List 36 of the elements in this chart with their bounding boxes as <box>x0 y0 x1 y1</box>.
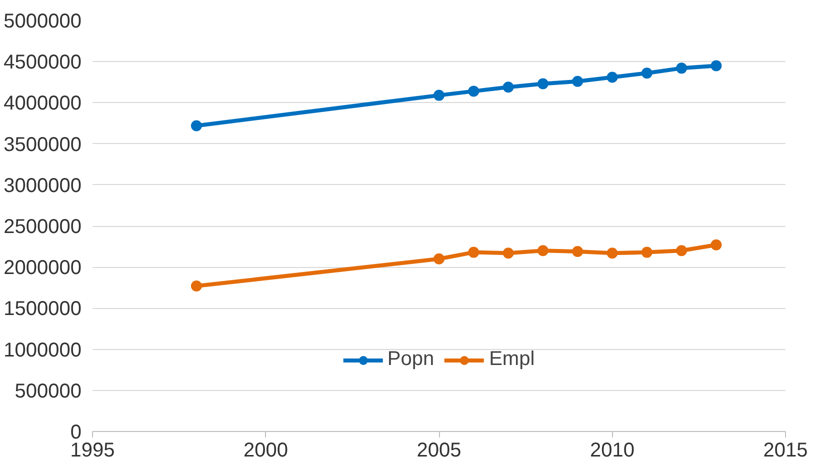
point <box>606 72 618 83</box>
legend-label: Empl <box>489 348 535 371</box>
x-tick-label: 2010 <box>590 440 635 462</box>
y-tick-label: 5000000 <box>4 10 82 32</box>
point <box>676 62 688 74</box>
point <box>641 68 652 79</box>
y-tick-label: 1500000 <box>4 298 82 320</box>
point <box>434 253 444 264</box>
point <box>190 120 202 132</box>
point <box>572 246 584 257</box>
y-tick-label: 1000000 <box>4 339 82 362</box>
y-tick-label: 2500000 <box>4 216 82 238</box>
point <box>502 82 514 93</box>
x-tick-label: 2000 <box>244 440 288 462</box>
point <box>502 248 514 259</box>
y-tick-label: 4500000 <box>4 52 82 74</box>
y-tick-label: 4000000 <box>4 92 82 115</box>
point <box>710 60 722 72</box>
legend-label: Popn <box>387 348 434 371</box>
point <box>434 90 444 101</box>
point <box>190 280 202 292</box>
point <box>606 248 618 259</box>
point <box>572 76 584 87</box>
point <box>537 245 548 256</box>
point <box>641 246 652 258</box>
point <box>710 239 722 250</box>
y-tick-label: 2000000 <box>4 257 82 280</box>
x-tick-label: 2005 <box>416 440 462 462</box>
x-tick-label: 2015 <box>763 440 808 462</box>
point <box>676 245 688 256</box>
y-tick-label: 3000000 <box>4 174 82 197</box>
y-tick-label: 3500000 <box>4 134 82 156</box>
point <box>537 78 548 90</box>
y-tick-label: 500000 <box>14 380 82 402</box>
point <box>468 86 480 97</box>
point <box>468 246 480 258</box>
